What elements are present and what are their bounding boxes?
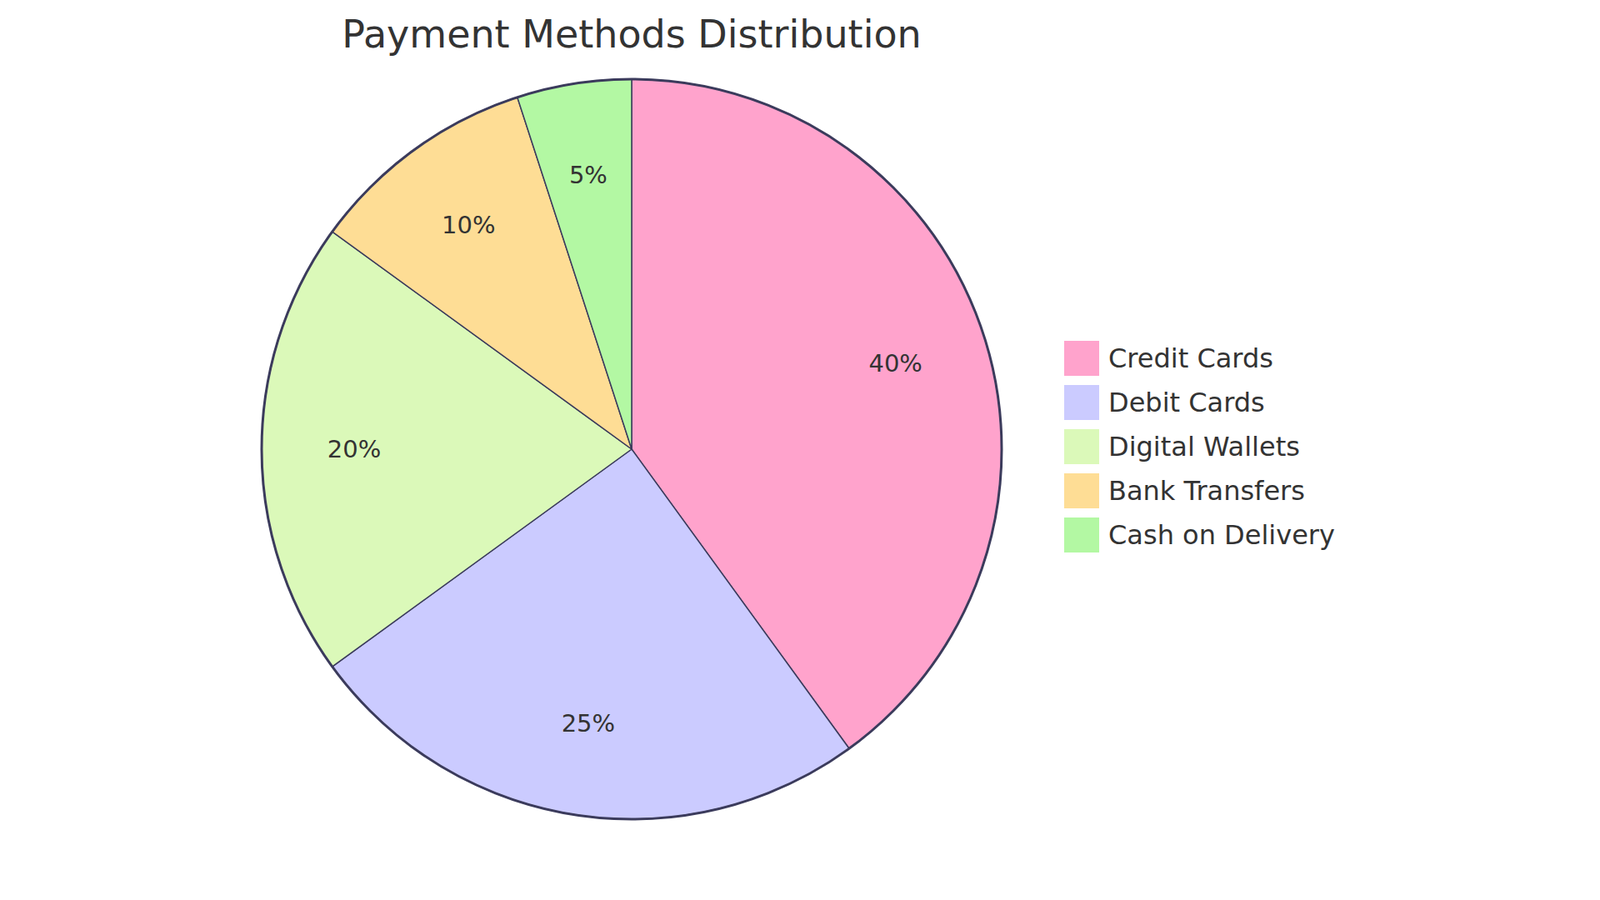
legend-label: Cash on Delivery	[1108, 519, 1335, 551]
title: Payment Methods Distribution	[341, 11, 921, 57]
legend-swatch	[1063, 428, 1100, 465]
legend-swatch	[1063, 384, 1100, 421]
data-label: 10%	[441, 210, 495, 240]
legend-label: Credit Cards	[1108, 342, 1274, 375]
data-label: 20%	[327, 435, 381, 464]
pie-outline	[261, 79, 1002, 820]
legend: Credit Cards Debit Cards Digital Wallets Ba…	[1063, 340, 1335, 554]
data-label: 5%	[569, 160, 608, 190]
slice	[517, 79, 632, 450]
data-label: 40%	[868, 349, 922, 378]
slices	[261, 79, 1002, 820]
data-label: 25%	[561, 709, 615, 738]
legend-label: Digital Wallets	[1108, 430, 1300, 463]
legend-swatch	[1063, 516, 1100, 554]
legend-label: Debit Cards	[1108, 386, 1265, 419]
legend-swatch	[1063, 340, 1100, 377]
legend-label: Bank Transfers	[1108, 475, 1305, 507]
legend-swatch	[1063, 472, 1100, 510]
chart: Payment Methods Distribution 40% 25% 20% 10%…	[0, 0, 1600, 900]
